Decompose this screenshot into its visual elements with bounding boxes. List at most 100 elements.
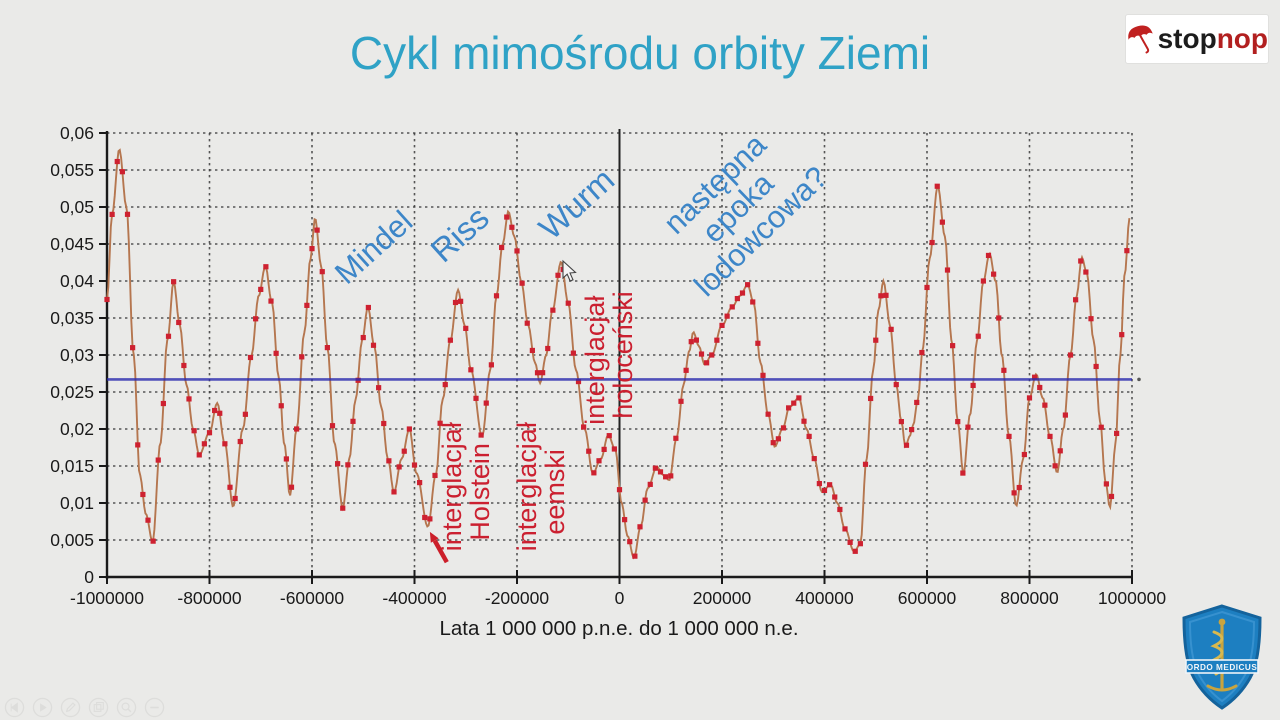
x-tick-label: 1000000 [1098, 588, 1166, 608]
x-tick-label: 400000 [795, 588, 854, 608]
data-point-marker [862, 461, 869, 467]
data-point-marker [135, 442, 141, 448]
data-point-marker [217, 410, 223, 416]
data-point-marker [950, 343, 956, 349]
data-point-marker [1026, 395, 1033, 401]
data-point-marker [550, 307, 556, 313]
x-tick-label: 0 [615, 588, 625, 608]
data-point-marker [381, 420, 387, 427]
data-point-marker [616, 487, 623, 493]
data-point-marker [227, 484, 233, 490]
interglacial-label: eemski [540, 449, 570, 535]
x-tick-label: -400000 [382, 588, 446, 608]
data-point-marker [657, 469, 664, 475]
data-point-marker [145, 517, 151, 523]
data-point-marker [739, 290, 746, 296]
data-point-marker [955, 419, 961, 425]
data-point-marker [432, 472, 438, 479]
data-point-marker [222, 441, 228, 447]
data-point-marker [888, 326, 894, 332]
cursor-arrow-icon [562, 259, 577, 282]
data-point-marker [960, 470, 966, 476]
data-point-marker [647, 481, 653, 487]
glacial-label: Riss [423, 199, 495, 269]
data-point-marker [258, 286, 264, 293]
data-point-marker [1062, 412, 1068, 418]
data-point-marker [437, 420, 443, 426]
data-point-marker [186, 396, 192, 402]
data-point-marker [1083, 269, 1089, 275]
data-point-marker [155, 457, 161, 463]
data-point-marker [1114, 430, 1120, 437]
data-point-marker [837, 506, 843, 513]
y-tick-label: 0,005 [50, 530, 94, 550]
y-tick-label: 0,03 [60, 345, 94, 365]
data-point-marker [1108, 493, 1115, 500]
data-point-marker [806, 433, 812, 439]
edit-pencil-button[interactable] [60, 697, 81, 718]
x-tick-label: -1000000 [70, 588, 144, 608]
data-point-marker [268, 298, 274, 304]
data-point-marker [345, 462, 351, 468]
data-point-marker [565, 300, 571, 306]
ordo-banner-label: ORDO MEDICUS [1187, 663, 1258, 672]
interglacial-label: holoceński [608, 291, 638, 419]
data-point-marker [130, 345, 136, 351]
data-point-marker [745, 282, 751, 288]
data-point-marker [652, 465, 658, 471]
play-button[interactable] [32, 697, 53, 718]
data-point-marker [212, 407, 218, 414]
data-point-marker [786, 405, 792, 411]
data-point-marker [555, 272, 561, 278]
interglacial-label: interglacjał [512, 422, 542, 551]
data-point-marker [104, 296, 110, 303]
data-point-marker [524, 320, 530, 326]
y-tick-label: 0,055 [50, 160, 94, 180]
data-point-marker [411, 462, 418, 468]
stopnop-logo: stopnop [1126, 15, 1268, 63]
data-point-marker [775, 436, 781, 442]
y-tick-label: 0,035 [50, 308, 94, 328]
page-title: Cykl mimośrodu orbity Ziemi [349, 27, 931, 79]
data-point-marker [370, 342, 377, 348]
data-point-marker [493, 293, 500, 299]
data-point-marker [319, 269, 325, 275]
data-point-marker [637, 524, 643, 530]
data-point-marker [427, 516, 433, 522]
data-point-marker [709, 352, 715, 358]
y-tick-label: 0,04 [60, 271, 94, 291]
snapshot-button[interactable] [88, 697, 109, 718]
ordo-medicus-logo: ORDO MEDICUS [1172, 598, 1272, 718]
data-point-marker [201, 441, 207, 447]
data-point-marker [622, 517, 628, 523]
data-point-marker [1047, 433, 1053, 439]
data-point-marker [575, 378, 582, 385]
data-point-marker [642, 497, 648, 503]
stopnop-text-nop: nop [1216, 23, 1268, 54]
y-tick-label: 0,06 [60, 123, 94, 143]
zoom-button[interactable] [116, 697, 137, 718]
interglacial-arrow-head [429, 531, 439, 543]
ordo-banner: ORDO MEDICUS [1185, 659, 1259, 674]
data-point-marker [237, 438, 243, 445]
data-point-marker [852, 548, 858, 554]
data-point-marker [847, 539, 853, 545]
data-point-marker [581, 424, 587, 430]
data-point-marker [893, 382, 899, 388]
x-tick-label: -800000 [177, 588, 241, 608]
previous-button[interactable] [4, 697, 25, 718]
data-point-marker [340, 505, 346, 511]
interglacial-label: interglacjał [580, 296, 610, 425]
data-point-marker [514, 248, 520, 254]
data-point-marker [801, 418, 807, 424]
data-point-marker [329, 423, 336, 429]
y-tick-label: 0,05 [60, 197, 94, 217]
data-point-marker [304, 302, 310, 308]
data-point-marker [596, 458, 602, 464]
data-point-marker [704, 360, 710, 366]
data-point-marker [1103, 481, 1109, 487]
minus-button[interactable] [144, 697, 165, 718]
y-tick-label: 0,045 [50, 234, 94, 254]
data-point-marker [898, 419, 904, 425]
data-point-marker [253, 316, 259, 322]
